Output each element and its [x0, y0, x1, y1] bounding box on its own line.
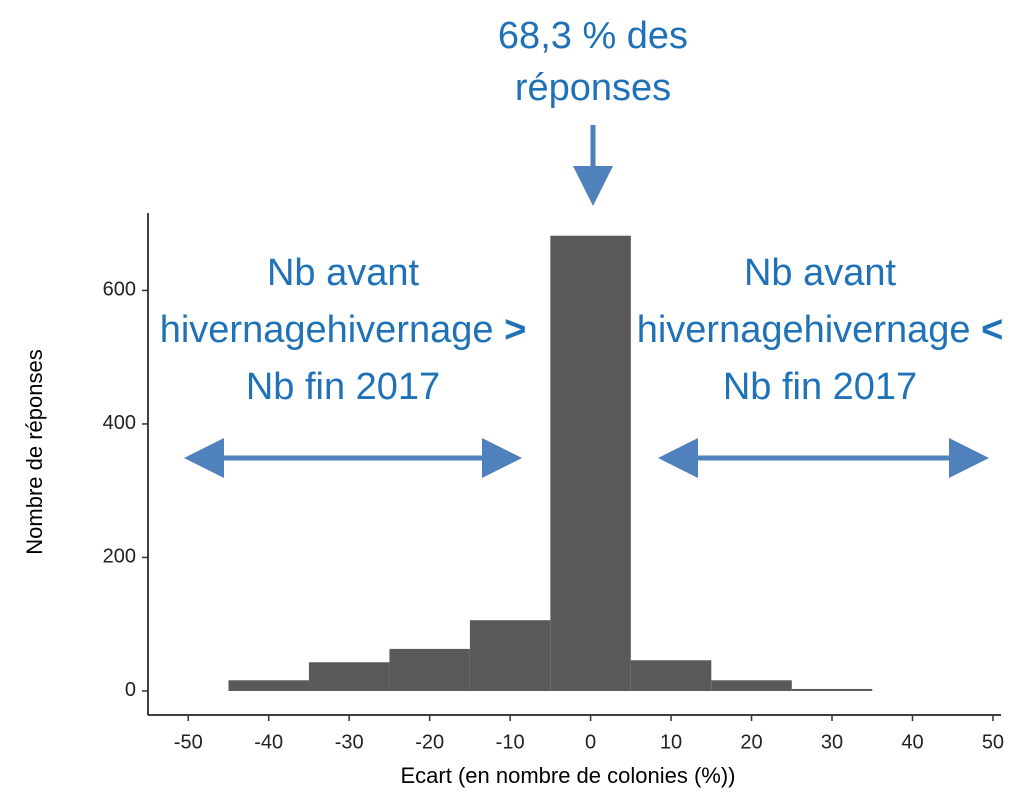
- bar: [308, 662, 390, 691]
- bar: [791, 688, 873, 691]
- annotation: Nb fin 2017: [723, 366, 917, 408]
- annotation: hivernagehivernage >: [160, 309, 527, 351]
- x-tick-label: -50: [174, 731, 203, 753]
- annotation-text: hivernage: [327, 309, 494, 351]
- annotation: réponses: [515, 67, 671, 109]
- annotation: hivernagehivernage <: [637, 309, 1004, 351]
- x-tick-label: 0: [585, 731, 596, 753]
- annotation: Nb avant: [267, 252, 420, 294]
- bar: [550, 235, 631, 691]
- y-tick-label: 600: [103, 279, 136, 301]
- x-tick-label: -30: [335, 731, 364, 753]
- annotation-text: hivernage: [804, 309, 971, 351]
- y-tick-label: 400: [103, 412, 136, 434]
- x-tick-label: -10: [496, 731, 525, 753]
- bar: [630, 660, 712, 691]
- bar: [389, 648, 470, 691]
- bar: [711, 680, 792, 691]
- x-tick-label: -40: [254, 731, 283, 753]
- bar: [469, 620, 551, 691]
- x-tick-label: -20: [415, 731, 444, 753]
- annotation: Nb fin 2017: [246, 366, 440, 408]
- x-tick-label: 10: [660, 731, 682, 753]
- annotation-symbol: >: [504, 309, 526, 351]
- y-tick-label: 0: [125, 679, 136, 701]
- x-tick-label: 40: [901, 731, 923, 753]
- annotation: 68,3 % des: [498, 15, 688, 57]
- y-axis-label: Nombre de réponses: [22, 349, 47, 554]
- x-tick-label: 20: [740, 731, 762, 753]
- annotation-symbol: <: [981, 309, 1003, 351]
- y-tick-label: 200: [103, 546, 136, 568]
- annotation: Nb avant: [744, 252, 897, 294]
- x-axis-label: Ecart (en nombre de colonies (%)): [400, 763, 735, 788]
- x-tick-label: 50: [982, 731, 1004, 753]
- x-tick-label: 30: [821, 731, 843, 753]
- bar: [228, 680, 309, 691]
